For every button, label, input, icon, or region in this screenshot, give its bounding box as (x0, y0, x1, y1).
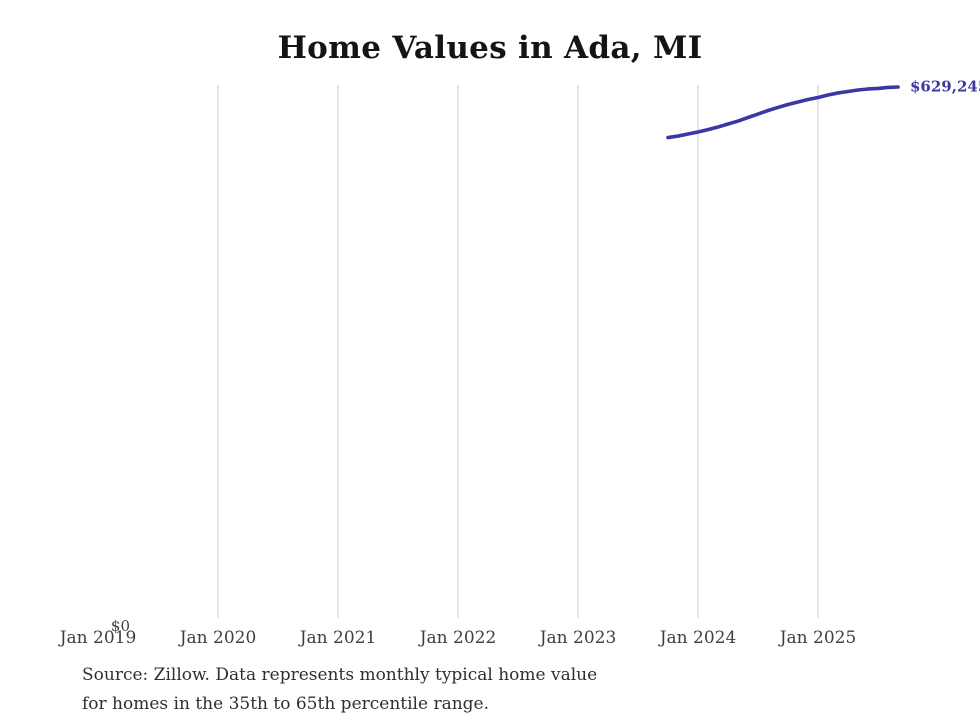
x-axis-tick-label: Jan 2023 (538, 628, 617, 648)
x-axis-tick-label: Jan 2025 (778, 628, 857, 648)
source-note-continuation: for homes in the 35th to 65th percentile… (82, 694, 490, 714)
current-value-label: $629,245 (910, 78, 980, 96)
source-note: Source: Zillow. Data represents monthly … (82, 665, 598, 685)
x-axis-tick-label: Jan 2022 (418, 628, 497, 648)
x-axis-tick-label: Jan 2019 (58, 628, 137, 648)
x-axis-tick-label: Jan 2021 (298, 628, 377, 648)
y-axis-zero-label: $0 (111, 617, 130, 635)
home-value-trend-line (666, 85, 900, 140)
x-axis-tick-label: Jan 2024 (658, 628, 737, 648)
chart-title: Home Values in Ada, MI (277, 30, 703, 66)
home-values-line-chart: Jan 2019 Jan 2020 Jan 2021 Jan 2022 Jan 2023… (58, 78, 980, 649)
x-axis-tick-label: Jan 2020 (178, 628, 257, 648)
